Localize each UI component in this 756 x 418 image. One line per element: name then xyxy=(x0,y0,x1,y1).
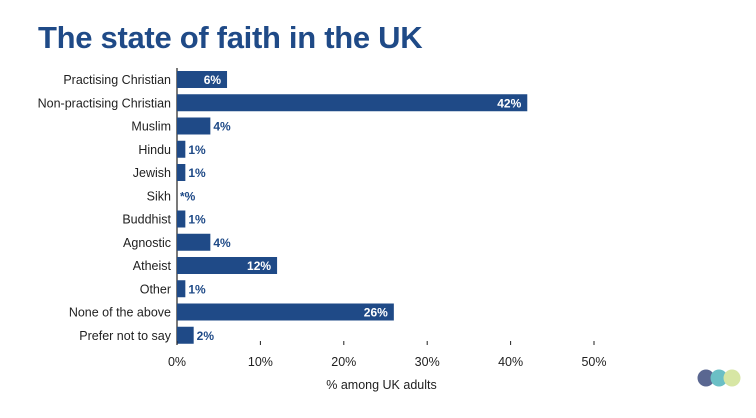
category-label: Sikh xyxy=(147,189,171,203)
category-label: Jewish xyxy=(133,166,171,180)
category-label: Atheist xyxy=(133,259,172,273)
data-label: 1% xyxy=(188,143,206,157)
bar xyxy=(177,140,186,158)
bar xyxy=(177,303,394,321)
data-label: *% xyxy=(180,189,196,203)
category-label: Non-practising Christian xyxy=(38,96,171,110)
data-label: 1% xyxy=(188,166,206,180)
category-label: Buddhist xyxy=(122,213,171,227)
category-label: Muslim xyxy=(131,120,171,134)
data-label: 2% xyxy=(197,329,215,343)
data-label: 1% xyxy=(188,213,206,227)
category-label: Prefer not to say xyxy=(79,329,171,343)
x-axis-label: % among UK adults xyxy=(326,378,436,392)
data-label: 6% xyxy=(204,73,222,87)
logo-dot xyxy=(710,369,728,387)
bar xyxy=(177,326,194,344)
bar xyxy=(177,164,186,181)
category-label: Hindu xyxy=(138,143,171,157)
x-tick-label: 20% xyxy=(331,355,356,369)
bar xyxy=(177,280,186,298)
data-label: 4% xyxy=(213,120,231,134)
bar xyxy=(177,71,228,88)
bar xyxy=(177,233,211,251)
x-tick-label: 40% xyxy=(498,355,523,369)
data-label: 12% xyxy=(247,259,271,273)
bar xyxy=(177,210,186,228)
x-tick-label: 10% xyxy=(248,355,273,369)
category-label: Practising Christian xyxy=(63,73,171,87)
x-tick-label: 50% xyxy=(581,355,606,369)
bar xyxy=(177,257,278,274)
x-tick-label: 30% xyxy=(415,355,440,369)
category-label: None of the above xyxy=(69,306,171,320)
category-label: Other xyxy=(140,282,171,296)
bar xyxy=(177,94,528,112)
data-label: 1% xyxy=(188,282,206,296)
logo-dot xyxy=(723,369,741,387)
logo xyxy=(697,369,741,387)
data-label: 42% xyxy=(497,96,521,110)
data-label: 26% xyxy=(364,306,388,320)
chart-title: The state of faith in the UK xyxy=(38,20,423,55)
bar xyxy=(177,117,211,135)
data-label: 4% xyxy=(213,236,231,250)
logo-dot xyxy=(697,369,715,387)
x-tick-label: 0% xyxy=(168,355,186,369)
category-label: Agnostic xyxy=(123,236,171,250)
